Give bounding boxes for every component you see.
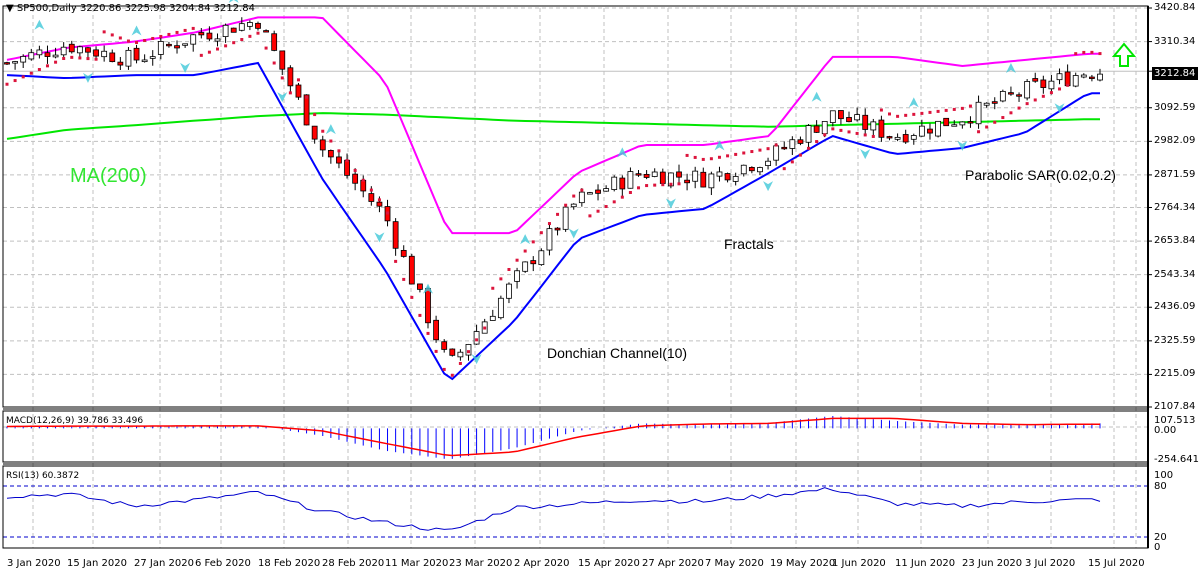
time-axis-label: 3 Jul 2020 bbox=[1025, 558, 1076, 569]
time-axis-label: 2 Apr 2020 bbox=[514, 558, 570, 569]
macd-axis-min: -254.641 bbox=[1154, 454, 1199, 465]
time-axis-label: 11 Jun 2020 bbox=[895, 558, 956, 569]
donchian-channel bbox=[6, 16, 1100, 381]
rsi-axis-100: 100 bbox=[1154, 470, 1174, 481]
parabolic-sar-dots bbox=[5, 26, 1102, 377]
price-axis-label: 3420.84 bbox=[1154, 2, 1196, 13]
price-axis-label: 2325.59 bbox=[1154, 334, 1196, 346]
symbol-label: SP500,Daily bbox=[16, 3, 77, 14]
price-axis-label: 2543.34 bbox=[1154, 268, 1196, 280]
price-axis-label: 3310.34 bbox=[1154, 35, 1196, 47]
rsi-axis-20: 20 bbox=[1154, 532, 1167, 543]
price-axis-label: 2982.09 bbox=[1154, 135, 1196, 147]
macd-plot bbox=[6, 415, 1101, 459]
time-axis-label: 27 Jan 2020 bbox=[134, 558, 194, 569]
rsi-plot bbox=[6, 487, 1101, 531]
time-axis-label: 15 Apr 2020 bbox=[578, 558, 640, 569]
time-axis-label: 6 Feb 2020 bbox=[195, 558, 251, 569]
time-axis-label: 18 Feb 2020 bbox=[258, 558, 321, 569]
ma200-line bbox=[6, 112, 1100, 140]
time-axis-label: 3 Jan 2020 bbox=[7, 558, 61, 569]
price-axis-label: 3092.59 bbox=[1154, 101, 1196, 113]
macd-axis-max: 107.513 bbox=[1154, 415, 1196, 426]
time-axis-label: 15 Jan 2020 bbox=[67, 558, 127, 569]
time-axis-label: 23 Jun 2020 bbox=[962, 558, 1023, 569]
price-axis-label: 2764.34 bbox=[1154, 201, 1196, 213]
psar-annotation: Parabolic SAR(0.02,0.2) bbox=[965, 167, 1116, 183]
chart-header[interactable]: ▼ SP500,Daily 3220.86 3225.98 3204.84 32… bbox=[6, 3, 255, 14]
panel-borders bbox=[2, 5, 1149, 549]
fractal-markers bbox=[34, 0, 1065, 365]
fractals-annotation: Fractals bbox=[724, 236, 774, 252]
rsi-label: RSI(13) 60.3872 bbox=[6, 471, 80, 481]
time-axis-label: 23 Mar 2020 bbox=[449, 558, 513, 569]
macd-axis-zero: 0.00 bbox=[1154, 425, 1177, 436]
time-axis-label: 19 May 2020 bbox=[770, 558, 836, 569]
price-axis-label: 2871.59 bbox=[1154, 168, 1196, 180]
ma200-annotation: MA(200) bbox=[70, 165, 147, 187]
price-axis-label: 2215.09 bbox=[1154, 368, 1196, 380]
price-axis-label: 2653.84 bbox=[1154, 235, 1196, 247]
rsi-axis-80: 80 bbox=[1154, 481, 1167, 492]
triangle-down-icon[interactable]: ▼ bbox=[6, 3, 14, 14]
price-axis-label: 2107.84 bbox=[1154, 401, 1196, 412]
donchian-annotation: Donchian Channel(10) bbox=[547, 345, 688, 361]
current-price-tag: 3212.84 bbox=[1152, 67, 1198, 80]
ohlc-values: 3220.86 3225.98 3204.84 3212.84 bbox=[80, 3, 255, 14]
time-axis-label: 1 Jun 2020 bbox=[832, 558, 886, 569]
rsi-axis-0: 0 bbox=[1154, 542, 1161, 553]
time-axis-label: 11 Mar 2020 bbox=[385, 558, 449, 569]
time-axis-label: 15 Jul 2020 bbox=[1088, 558, 1145, 569]
time-axis-label: 7 May 2020 bbox=[705, 558, 764, 569]
grid-lines bbox=[3, 7, 1152, 548]
macd-label: MACD(12,26,9) 39.786 33.496 bbox=[6, 416, 144, 426]
price-axis-label: 2436.09 bbox=[1154, 301, 1196, 313]
time-axis-label: 27 Apr 2020 bbox=[642, 558, 704, 569]
green-up-arrow-icon bbox=[1111, 42, 1137, 67]
time-axis-label: 28 Feb 2020 bbox=[322, 558, 385, 569]
candlesticks bbox=[4, 17, 1103, 361]
